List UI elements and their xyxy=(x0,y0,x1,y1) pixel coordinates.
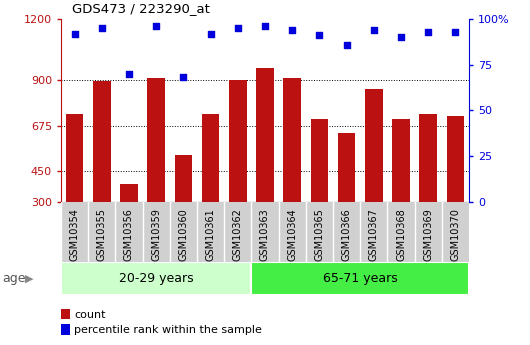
Text: 65-71 years: 65-71 years xyxy=(323,272,398,285)
Text: GSM10359: GSM10359 xyxy=(151,208,161,261)
Point xyxy=(397,34,405,40)
Text: count: count xyxy=(74,310,105,319)
Point xyxy=(451,29,460,34)
Bar xyxy=(419,115,437,202)
Text: GSM10366: GSM10366 xyxy=(342,208,351,260)
Bar xyxy=(365,89,383,202)
Bar xyxy=(147,78,165,202)
Bar xyxy=(61,262,251,295)
Text: GSM10367: GSM10367 xyxy=(369,208,379,261)
Text: percentile rank within the sample: percentile rank within the sample xyxy=(74,325,262,335)
Text: ▶: ▶ xyxy=(25,274,34,284)
Text: GSM10369: GSM10369 xyxy=(423,208,433,260)
Point xyxy=(424,29,432,34)
Bar xyxy=(447,117,464,202)
Bar xyxy=(311,119,328,202)
Bar xyxy=(66,115,83,202)
Point xyxy=(98,25,106,31)
Point xyxy=(234,25,242,31)
Text: GSM10364: GSM10364 xyxy=(287,208,297,260)
Point xyxy=(206,31,215,36)
Text: GSM10363: GSM10363 xyxy=(260,208,270,260)
Bar xyxy=(174,155,192,202)
Point xyxy=(369,27,378,33)
Point xyxy=(179,75,188,80)
Bar xyxy=(120,184,138,202)
Text: 20-29 years: 20-29 years xyxy=(119,272,193,285)
Text: GSM10354: GSM10354 xyxy=(69,208,80,261)
Text: GSM10370: GSM10370 xyxy=(450,208,461,261)
Text: GSM10355: GSM10355 xyxy=(97,208,107,261)
Point xyxy=(125,71,133,77)
Point xyxy=(152,23,161,29)
Bar xyxy=(284,78,301,202)
Bar xyxy=(93,81,111,202)
Point xyxy=(261,23,269,29)
Text: GDS473 / 223290_at: GDS473 / 223290_at xyxy=(72,2,209,16)
Bar xyxy=(251,262,469,295)
Text: GSM10356: GSM10356 xyxy=(124,208,134,261)
Text: GSM10361: GSM10361 xyxy=(206,208,216,260)
Bar xyxy=(202,115,219,202)
Point xyxy=(70,31,79,36)
Text: GSM10360: GSM10360 xyxy=(179,208,188,260)
Bar xyxy=(392,119,410,202)
Bar xyxy=(256,68,274,202)
Bar xyxy=(338,133,356,202)
Text: GSM10362: GSM10362 xyxy=(233,208,243,261)
Point xyxy=(288,27,296,33)
Text: age: age xyxy=(3,272,26,285)
Text: GSM10365: GSM10365 xyxy=(314,208,324,261)
Point xyxy=(315,33,324,38)
Text: GSM10368: GSM10368 xyxy=(396,208,406,260)
Bar xyxy=(229,80,246,202)
Point xyxy=(342,42,351,47)
